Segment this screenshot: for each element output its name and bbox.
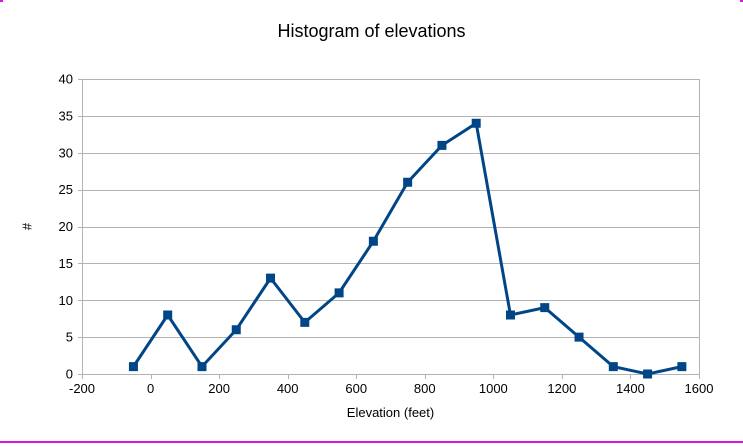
magenta-corner-mark-top-right	[740, 0, 743, 2]
series-line	[132, 120, 683, 376]
y-tick-label: 20	[59, 219, 73, 234]
data-point-marker	[437, 140, 447, 150]
magenta-bottom-border	[0, 441, 743, 443]
data-point-marker	[505, 310, 515, 320]
y-tick-label: 10	[59, 293, 73, 308]
data-point-marker	[677, 362, 687, 372]
x-axis-title: Elevation (feet)	[346, 405, 435, 420]
data-point-marker	[300, 317, 310, 327]
data-point-marker	[574, 332, 584, 342]
y-tick-label: 5	[66, 330, 73, 345]
y-tick-label: 40	[59, 72, 73, 87]
data-point-marker	[403, 177, 413, 187]
x-tick-label: 0	[147, 381, 154, 396]
x-tick-label: 1400	[616, 381, 645, 396]
y-axis-title: #	[19, 222, 35, 231]
x-tick-label: 400	[277, 381, 299, 396]
x-tick-label: 800	[414, 381, 436, 396]
data-point-marker	[128, 362, 138, 372]
data-point-marker	[266, 273, 276, 283]
x-tick-label: 1200	[547, 381, 576, 396]
data-point-marker	[471, 118, 481, 128]
magenta-corner-mark-top-left	[0, 0, 3, 2]
data-point-marker	[197, 362, 207, 372]
x-tick-label: 1600	[685, 381, 714, 396]
data-point-marker	[540, 303, 550, 313]
x-tick-label: 200	[208, 381, 230, 396]
data-point-marker	[231, 325, 241, 335]
y-tick-label: 30	[59, 145, 73, 160]
data-point-marker	[608, 362, 618, 372]
chart-title: Histogram of elevations	[277, 21, 466, 41]
y-tick-label: 25	[59, 182, 73, 197]
y-tick-label: 35	[59, 108, 73, 123]
x-tick-label: -200	[69, 381, 95, 396]
data-point-marker	[334, 288, 344, 298]
data-point-marker	[368, 236, 378, 246]
x-tick-label: 600	[345, 381, 367, 396]
data-point-marker	[643, 369, 653, 379]
x-tick-label: 1000	[479, 381, 508, 396]
y-tick-label: 0	[66, 367, 73, 382]
y-tick-label: 15	[59, 256, 73, 271]
data-point-marker	[163, 310, 173, 320]
